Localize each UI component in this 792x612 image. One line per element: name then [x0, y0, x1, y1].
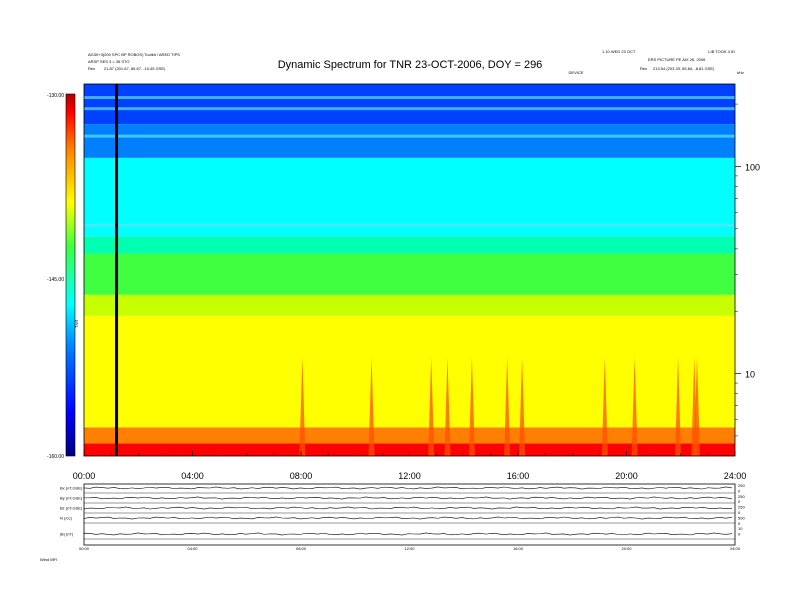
emission-spike [601, 357, 608, 456]
lower-right-label: 10 [738, 526, 743, 531]
lower-x-tick-label: 20:00 [621, 546, 632, 551]
colorbar-label: TNR [74, 320, 79, 328]
frequency-band [84, 443, 735, 456]
frequency-band [84, 315, 735, 428]
emission-spike [631, 357, 638, 456]
lower-x-tick-label: 04:00 [187, 546, 198, 551]
lower-footer: Wind MFI [40, 557, 57, 562]
x-tick-label: 24:00 [724, 471, 747, 481]
lower-trace [83, 532, 733, 536]
data-gap-line [115, 84, 119, 456]
interference-line [84, 223, 735, 227]
lower-row-label: N (/cc) [60, 516, 72, 521]
spectrogram-bands [84, 84, 735, 456]
lower-row-label: By (nT,GSE) [60, 496, 83, 501]
header-right-line1a: 1.10 WED 23 OCT [602, 49, 636, 54]
header-left-rex-value: 21.87 (201.67, 85.67, -10.45 GSE) [104, 66, 166, 71]
emission-spike [519, 357, 526, 456]
lower-right-label: 0 [738, 521, 741, 526]
x-axis: 00:00 04:00 08:00 12:00 16:00 20:00 24:00 [73, 451, 747, 481]
frequency-band [84, 124, 735, 158]
lower-right-label: 250 [738, 483, 745, 488]
spectrogram-spikes [299, 357, 701, 456]
lower-x-tick-label: 24:00 [730, 546, 741, 551]
lower-right-label: 0 [738, 532, 741, 537]
lower-trace [83, 496, 733, 500]
emission-spike [444, 357, 451, 456]
emission-spike [428, 357, 435, 456]
lower-right-label: 0 [738, 488, 741, 493]
y-axis: 10 100 [735, 103, 760, 437]
lower-right-label: 250 [738, 505, 745, 510]
lower-row-label: Bx (nT,GSE) [60, 486, 83, 491]
header-left-line2: ARSP SES 3 = 35 STO [88, 59, 130, 64]
lower-right-label: 500 [738, 515, 745, 520]
emission-spike [675, 357, 682, 456]
colorbar: -130.00 -145.00 -160.00 TNR [47, 93, 79, 460]
x-tick-label: 16:00 [507, 471, 530, 481]
lower-x-tick-label: 08:00 [296, 546, 307, 551]
lower-trace [83, 506, 733, 510]
x-tick-label: 08:00 [290, 471, 313, 481]
lower-trace [83, 516, 733, 520]
x-tick-label: 20:00 [615, 471, 638, 481]
emission-spike [368, 357, 375, 456]
colorbar-tick-bottom: -160.00 [47, 454, 64, 460]
frequency-band [84, 236, 735, 254]
lower-panel-frame [83, 483, 736, 546]
lower-row-label: Bz (nT,GSE) [60, 506, 83, 511]
header-right-rex-value: 213.54 (203.33, 65.84, -8.81 GSE) [653, 66, 715, 71]
lower-panel: Bx (nT,GSE) By (nT,GSE) Bz (nT,GSE) N (/cc)… [60, 483, 745, 551]
y-tick-label: 100 [745, 162, 760, 172]
emission-spike [694, 357, 701, 456]
spectrogram [84, 84, 735, 456]
emission-spike [504, 357, 511, 456]
header-left-rex-label: Rex [88, 66, 95, 71]
y-tick-label: 10 [745, 370, 755, 380]
emission-spike [299, 357, 306, 456]
unit-khz: kHz [737, 70, 744, 75]
colorbar-tick-top: -130.00 [47, 93, 64, 99]
frequency-band [84, 253, 735, 295]
lower-right-label: 0 [738, 510, 741, 515]
lower-right-label: 250 [738, 494, 745, 499]
x-tick-label: 12:00 [398, 471, 421, 481]
header-right-line2: ERS PICTURE PE AIX 26, 2006 [648, 57, 706, 62]
lower-row-label: |B| (nT) [60, 532, 74, 537]
frequency-band [84, 294, 735, 316]
colorbar-ramp [65, 93, 76, 457]
lower-trace [83, 486, 733, 490]
colorbar-tick-mid: -145.00 [47, 277, 64, 283]
lower-x-tick-label: 16:00 [513, 546, 524, 551]
header-left-line1: AG30+3(200 SPC BP ROBOS) Toolkit / ARED … [88, 52, 180, 57]
interference-line [84, 107, 735, 111]
header-right-line1b: LIB TOOK 4 ID [708, 49, 735, 54]
interference-line [84, 134, 735, 138]
frequency-band [84, 84, 735, 125]
lower-x-tick-label: 00:00 [79, 546, 90, 551]
chart-title: Dynamic Spectrum for TNR 23-OCT-2006, DO… [278, 59, 543, 71]
frequency-band [84, 157, 735, 237]
interference-line [84, 96, 735, 100]
x-tick-label: 00:00 [73, 471, 96, 481]
lower-right-label: 0 [738, 499, 741, 504]
emission-spike [468, 357, 475, 456]
header-right-rex-label: Rex [640, 66, 647, 71]
lower-x-tick-label: 12:00 [404, 546, 415, 551]
header-center-small: DEVICE [569, 70, 584, 75]
x-tick-label: 04:00 [181, 471, 204, 481]
frequency-band [84, 427, 735, 444]
